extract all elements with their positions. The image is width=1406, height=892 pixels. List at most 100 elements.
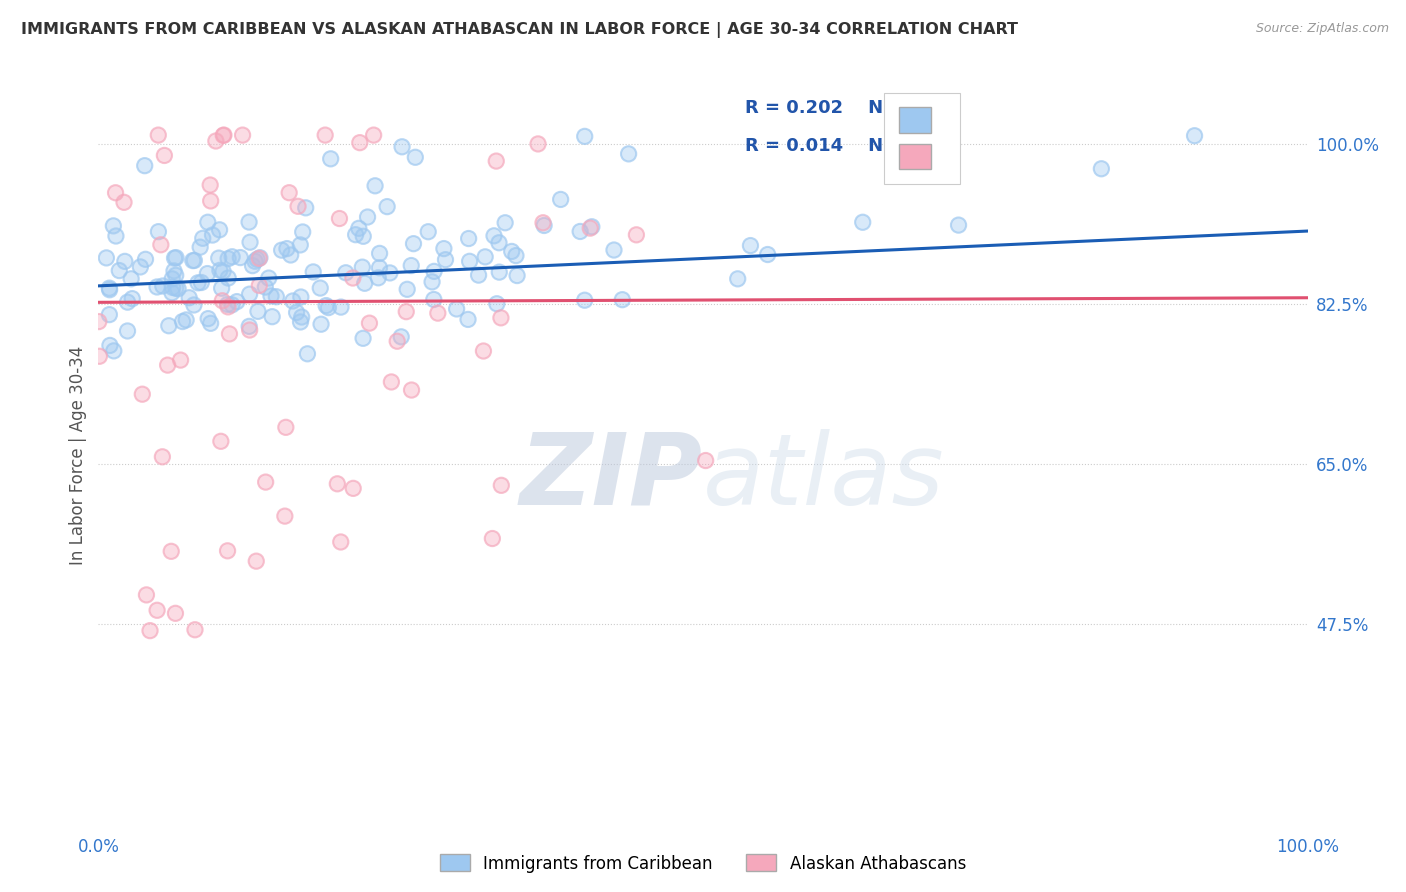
Point bbox=[285, 305, 308, 319]
Point bbox=[318, 301, 340, 315]
Point bbox=[426, 306, 449, 320]
Point bbox=[352, 229, 374, 244]
Point bbox=[274, 420, 297, 434]
Text: IMMIGRANTS FROM CARIBBEAN VS ALASKAN ATHABASCAN IN LABOR FORCE | AGE 30-34 CORRE: IMMIGRANTS FROM CARIBBEAN VS ALASKAN ATH… bbox=[21, 22, 1018, 38]
Point bbox=[146, 280, 169, 294]
Point bbox=[208, 251, 231, 265]
Point bbox=[262, 310, 284, 324]
Point bbox=[467, 268, 489, 282]
Point bbox=[326, 476, 349, 491]
Point bbox=[87, 315, 110, 329]
Point bbox=[326, 476, 349, 491]
Point bbox=[162, 272, 184, 286]
Point bbox=[183, 298, 205, 312]
Point bbox=[247, 278, 270, 293]
Point bbox=[165, 607, 187, 621]
Point bbox=[212, 128, 235, 143]
Point bbox=[229, 251, 252, 265]
Point bbox=[474, 250, 496, 264]
Point bbox=[114, 254, 136, 268]
Point bbox=[260, 289, 283, 303]
Point bbox=[131, 387, 153, 401]
Point bbox=[285, 305, 308, 319]
Point bbox=[727, 272, 749, 286]
Point bbox=[103, 343, 125, 358]
Point bbox=[434, 252, 457, 267]
Point bbox=[239, 287, 262, 301]
Point bbox=[167, 282, 190, 296]
Point bbox=[481, 532, 503, 546]
Point bbox=[217, 271, 239, 285]
Point bbox=[446, 301, 468, 316]
Point bbox=[135, 588, 157, 602]
Point bbox=[208, 251, 231, 265]
Point bbox=[254, 280, 277, 294]
Point bbox=[290, 290, 312, 304]
Point bbox=[129, 260, 152, 274]
Point bbox=[209, 434, 232, 449]
Point bbox=[349, 136, 371, 150]
Point bbox=[501, 244, 523, 259]
Point bbox=[152, 279, 174, 293]
Point bbox=[208, 263, 231, 277]
Point bbox=[98, 283, 121, 297]
Point bbox=[205, 134, 228, 148]
Point bbox=[488, 265, 510, 279]
Point bbox=[117, 295, 139, 310]
Point bbox=[148, 225, 170, 239]
Point bbox=[181, 253, 204, 268]
Point bbox=[401, 383, 423, 397]
Point bbox=[359, 316, 381, 330]
Point bbox=[368, 260, 391, 275]
Point bbox=[149, 237, 172, 252]
Point bbox=[349, 136, 371, 150]
Point bbox=[129, 260, 152, 274]
Point bbox=[165, 607, 187, 621]
Point bbox=[134, 159, 156, 173]
Point bbox=[190, 276, 212, 290]
Point bbox=[485, 154, 508, 169]
Point bbox=[399, 259, 422, 273]
Point bbox=[527, 136, 550, 151]
Point bbox=[574, 129, 596, 144]
Point bbox=[329, 535, 352, 549]
Point bbox=[104, 229, 127, 244]
Point bbox=[89, 349, 111, 363]
Point bbox=[181, 253, 204, 268]
Point bbox=[356, 210, 378, 224]
Point bbox=[179, 291, 201, 305]
Point bbox=[246, 304, 269, 318]
Point bbox=[485, 297, 508, 311]
Point bbox=[245, 554, 267, 568]
Point bbox=[434, 252, 457, 267]
Point bbox=[695, 453, 717, 467]
Point bbox=[948, 218, 970, 232]
Point bbox=[364, 178, 387, 193]
Point bbox=[98, 338, 121, 352]
Point bbox=[211, 293, 233, 308]
Point bbox=[626, 227, 648, 242]
Point bbox=[603, 243, 626, 257]
Text: R = 0.014    N =   61: R = 0.014 N = 61 bbox=[745, 137, 949, 155]
Point bbox=[190, 276, 212, 290]
Point bbox=[257, 271, 280, 285]
Point bbox=[112, 195, 135, 210]
Point bbox=[612, 293, 634, 307]
Point bbox=[488, 265, 510, 279]
Point bbox=[579, 221, 602, 235]
Point bbox=[1090, 161, 1112, 176]
Point bbox=[550, 193, 572, 207]
Point bbox=[221, 298, 243, 312]
Text: Source: ZipAtlas.com: Source: ZipAtlas.com bbox=[1256, 22, 1389, 36]
Point bbox=[314, 128, 336, 142]
Point bbox=[257, 271, 280, 285]
Legend: , : , bbox=[884, 93, 960, 184]
Point bbox=[200, 316, 222, 330]
Point bbox=[246, 252, 269, 267]
Point bbox=[246, 304, 269, 318]
Point bbox=[167, 282, 190, 296]
Point bbox=[247, 278, 270, 293]
Point bbox=[149, 237, 172, 252]
Point bbox=[330, 300, 353, 314]
Point bbox=[506, 268, 529, 283]
